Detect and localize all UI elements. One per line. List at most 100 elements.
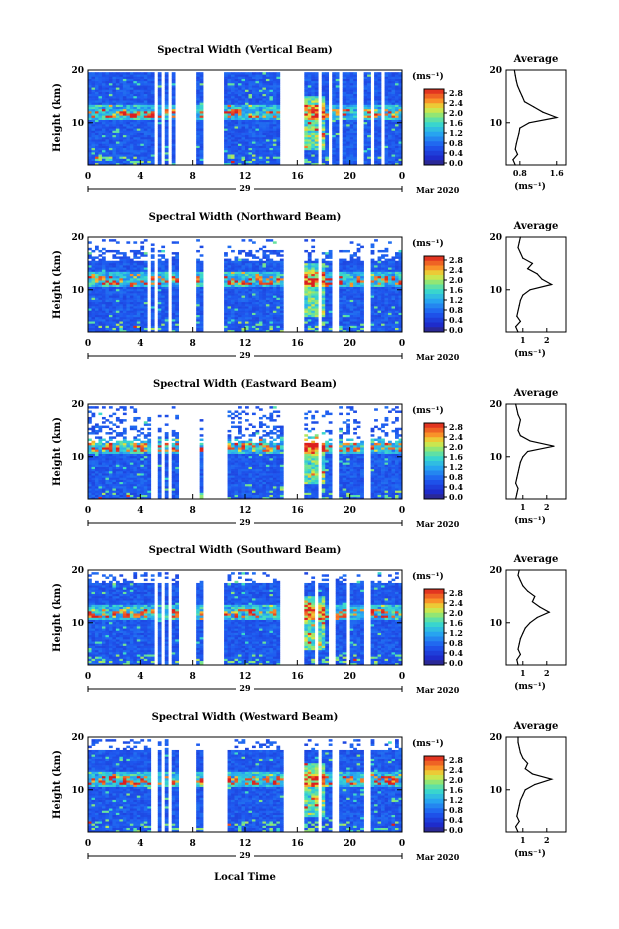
heatmap-cell bbox=[231, 325, 235, 328]
heatmap-cell bbox=[199, 117, 204, 120]
heatmap-cell bbox=[238, 130, 242, 133]
heatmap-cell bbox=[133, 106, 138, 110]
heatmap-cell bbox=[384, 128, 389, 131]
heatmap-cell bbox=[388, 87, 392, 90]
heatmap-cell bbox=[98, 115, 103, 118]
heatmap-cell bbox=[88, 158, 92, 161]
heatmap-cell bbox=[258, 141, 263, 144]
heatmap-cell bbox=[94, 160, 99, 164]
heatmap-cell bbox=[245, 80, 249, 84]
heatmap-cell bbox=[367, 134, 371, 138]
heatmap-cell bbox=[279, 254, 284, 257]
heatmap-cell bbox=[342, 93, 347, 97]
heatmap-cell bbox=[342, 284, 347, 287]
heatmap-cell bbox=[140, 295, 145, 298]
heatmap-cell bbox=[196, 265, 200, 268]
panel-title: Spectral Width (Vertical Beam) bbox=[157, 45, 333, 56]
heatmap-cell bbox=[335, 139, 340, 142]
heatmap-cell bbox=[314, 145, 319, 149]
heatmap-cell bbox=[353, 115, 357, 118]
heatmap-cell bbox=[262, 269, 267, 272]
heatmap-cell bbox=[157, 271, 162, 275]
heatmap-cell bbox=[307, 113, 312, 116]
heatmap-cell bbox=[307, 256, 312, 259]
heatmap-cell bbox=[241, 308, 246, 311]
heatmap-cell bbox=[321, 74, 326, 77]
heatmap-cell bbox=[238, 136, 242, 140]
heatmap-cell bbox=[140, 128, 145, 131]
heatmap-cell bbox=[101, 80, 106, 84]
heatmap-cell bbox=[122, 299, 127, 303]
heatmap-cell bbox=[238, 312, 242, 316]
heatmap-cell bbox=[94, 128, 99, 131]
heatmap-cell bbox=[119, 316, 124, 320]
heatmap-cell bbox=[360, 286, 364, 290]
heatmap-cell bbox=[171, 303, 176, 307]
heatmap-cell bbox=[122, 152, 127, 155]
heatmap-cell bbox=[395, 78, 399, 82]
heatmap-cell bbox=[136, 267, 141, 270]
heatmap-cell bbox=[398, 156, 403, 159]
heatmap-cell bbox=[126, 321, 131, 324]
heatmap-cell bbox=[321, 275, 326, 279]
heatmap-cell bbox=[255, 297, 260, 300]
heatmap-cell bbox=[227, 93, 232, 97]
heatmap-cell bbox=[115, 321, 120, 324]
heatmap-cell bbox=[269, 269, 274, 272]
heatmap-cell bbox=[101, 139, 106, 142]
colorbar-tick-label: 2.0 bbox=[449, 108, 463, 118]
heatmap-cell bbox=[346, 128, 350, 131]
heatmap-cell bbox=[143, 91, 148, 95]
heatmap-cell bbox=[150, 273, 155, 277]
heatmap-cell bbox=[395, 323, 399, 326]
heatmap-cell bbox=[335, 98, 340, 101]
heatmap-cell bbox=[199, 111, 204, 114]
heatmap-cell bbox=[360, 310, 364, 313]
heatmap-cell bbox=[150, 72, 155, 75]
heatmap-cell bbox=[251, 269, 256, 272]
heatmap-cell bbox=[251, 310, 256, 313]
heatmap-cell bbox=[136, 323, 141, 326]
heatmap-cell bbox=[241, 119, 246, 123]
heatmap-cell bbox=[374, 303, 378, 307]
heatmap-cell bbox=[384, 123, 389, 127]
heatmap-cell bbox=[265, 321, 270, 324]
heatmap-cell bbox=[136, 299, 141, 303]
heatmap-cell bbox=[129, 136, 134, 140]
heatmap-cell bbox=[353, 262, 357, 266]
heatmap-cell bbox=[272, 143, 277, 146]
heatmap-cell bbox=[391, 297, 396, 300]
heatmap-cell bbox=[311, 267, 316, 270]
heatmap-cell bbox=[91, 321, 96, 324]
heatmap-cell bbox=[199, 108, 204, 112]
heatmap-cell bbox=[245, 314, 249, 318]
heatmap-cell bbox=[245, 254, 249, 257]
heatmap-cell bbox=[304, 100, 309, 103]
heatmap-cell bbox=[164, 308, 169, 311]
heatmap-cell bbox=[105, 273, 110, 277]
heatmap-cell bbox=[164, 95, 169, 99]
heatmap-cell bbox=[388, 152, 392, 155]
heatmap-cell bbox=[238, 271, 242, 275]
heatmap-cell bbox=[377, 314, 382, 318]
heatmap-cell bbox=[112, 106, 117, 110]
heatmap-cell bbox=[140, 126, 145, 129]
heatmap-cell bbox=[353, 102, 357, 105]
heatmap-cell bbox=[388, 128, 392, 131]
heatmap-cell bbox=[265, 286, 270, 290]
heatmap-cell bbox=[245, 293, 249, 296]
heatmap-cell bbox=[241, 158, 246, 161]
heatmap-cell bbox=[258, 136, 263, 140]
heatmap-cell bbox=[91, 123, 96, 127]
heatmap-cell bbox=[248, 280, 253, 283]
heatmap-cell bbox=[133, 119, 138, 123]
heatmap-cell bbox=[339, 286, 343, 290]
heatmap-cell bbox=[108, 72, 113, 75]
heatmap-cell bbox=[353, 78, 357, 82]
heatmap-cell bbox=[391, 265, 396, 268]
heatmap-cell bbox=[248, 72, 253, 75]
heatmap-cell bbox=[227, 258, 232, 262]
heatmap-cell bbox=[391, 78, 396, 82]
heatmap-cell bbox=[91, 297, 96, 300]
heatmap-cell bbox=[234, 78, 239, 82]
